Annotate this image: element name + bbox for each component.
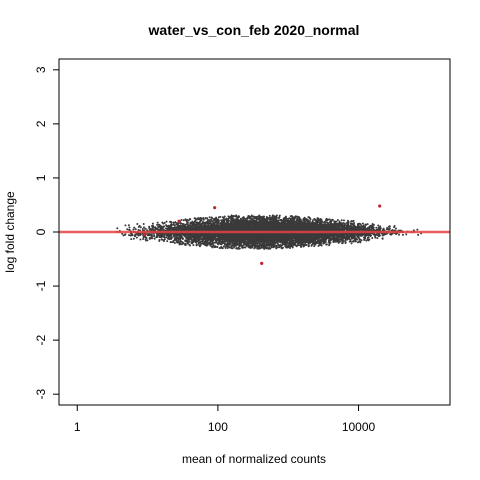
data-point [151,222,154,225]
data-point [368,238,371,241]
data-point [347,223,350,226]
data-point [142,226,145,229]
data-point [223,215,226,218]
data-point [395,227,397,230]
data-point [128,226,131,229]
data-point [116,227,119,230]
data-point [137,226,140,229]
data-point [237,247,240,250]
data-point [405,233,408,236]
data-point [221,216,224,219]
data-point [268,214,271,217]
data-point [417,233,420,236]
data-point [347,221,350,224]
data-point [157,225,160,228]
data-point [365,239,368,242]
data-point [162,228,165,231]
data-point [353,221,356,224]
data-point [354,225,357,228]
data-point [364,223,367,226]
data-point [289,247,292,250]
data-point [164,227,167,230]
data-point [169,220,172,223]
data-point [127,224,130,227]
data-point [361,222,364,225]
data-point [173,242,176,245]
data-point [202,216,205,219]
data-point [232,246,235,249]
data-point [342,219,345,222]
data-point [226,247,229,250]
data-point [130,238,133,241]
data-point [180,218,183,221]
data-point [139,226,142,229]
data-point [169,241,172,244]
data-point [376,237,379,240]
data-point [366,223,369,226]
data-point [416,228,419,231]
data-point [135,236,138,239]
data-point [137,229,140,232]
data-point [319,219,322,222]
data-point [122,234,125,237]
data-point [158,239,161,242]
data-point [124,224,127,227]
data-point [398,233,401,236]
data-point [331,219,334,222]
chart-title: water_vs_con_feb 2020_normal [148,22,360,38]
data-point [313,245,316,248]
data-point [235,214,238,217]
data-point [381,237,384,240]
plot-area [59,204,450,265]
data-point [132,237,135,240]
data-point [377,224,380,227]
data-point [171,241,174,244]
data-point [208,216,211,219]
data-point [163,221,166,224]
data-point [401,233,404,236]
data-point [176,223,179,226]
data-point [153,234,156,237]
data-point [371,237,374,240]
data-point [153,237,156,240]
data-point [128,228,131,231]
data-point [189,218,192,221]
data-point [388,228,391,231]
data-point [197,242,200,245]
data-point [317,244,320,247]
data-point [369,234,372,237]
data-point [366,236,369,239]
data-point [336,218,339,221]
